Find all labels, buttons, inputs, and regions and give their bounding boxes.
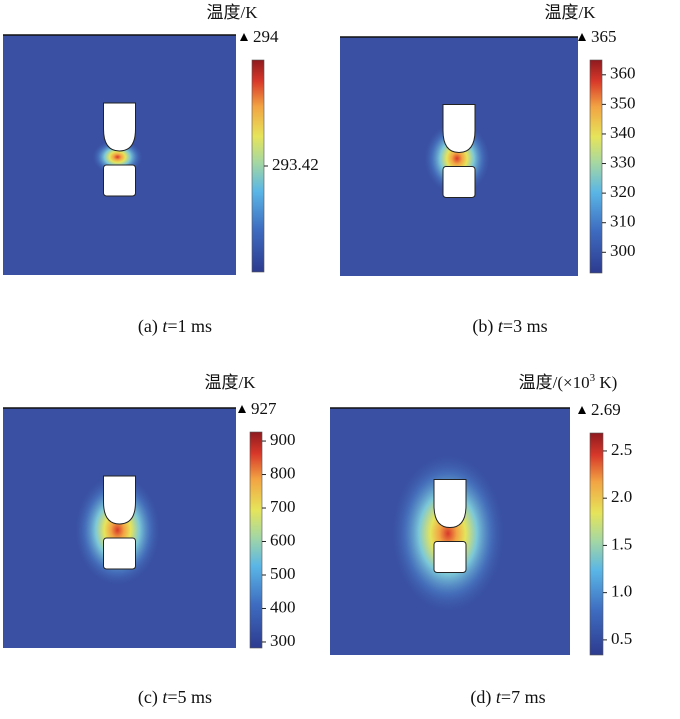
max-label: 927 — [251, 399, 277, 418]
colorbar-tick-label: 900 — [270, 430, 296, 449]
caption-value: =5 ms — [167, 687, 212, 707]
caption: (c) t=5 ms — [138, 687, 212, 708]
colorbar-tick-label: 1.0 — [611, 582, 632, 601]
caption-variable: t — [162, 316, 168, 336]
caption-label: (a) — [138, 316, 162, 337]
colorbar-tick-label: 800 — [270, 463, 296, 482]
caption-label: (c) — [138, 687, 162, 708]
max-label: 365 — [591, 27, 617, 46]
lower-electrode — [103, 164, 136, 197]
max-label: 294 — [253, 27, 279, 46]
colorbar-title-part: 温度/K — [205, 373, 257, 392]
colorbar-tick-label: 320 — [610, 182, 636, 201]
colorbar-title-part: 3 — [590, 372, 596, 384]
max-marker — [240, 33, 248, 41]
colorbar-title: 温度/K — [205, 373, 257, 392]
upper-electrode — [103, 102, 136, 152]
colorbar-title-part: 温度/K — [545, 3, 597, 22]
max-marker — [578, 33, 586, 41]
colorbar — [589, 59, 603, 274]
colorbar-tick-label: 300 — [610, 241, 636, 260]
max-marker — [238, 405, 246, 413]
panel: 293.42 294 温度/K (a) t=1 ms — [3, 3, 319, 337]
colorbar-title-part: 温度/(×10 — [519, 373, 590, 392]
caption-value: =3 ms — [503, 316, 548, 336]
colorbar-title: 温度/K — [545, 3, 597, 22]
colorbar-tick-label: 2.0 — [611, 487, 632, 506]
caption: (d) t=7 ms — [470, 687, 545, 708]
lower-electrode — [103, 537, 136, 570]
colorbar-tick-label: 700 — [270, 497, 296, 516]
colorbar-title-part: K) — [595, 373, 617, 392]
colorbar-tick-label: 300 — [270, 631, 296, 650]
caption-value: =1 ms — [167, 316, 212, 336]
heat-glow — [73, 472, 162, 588]
caption-label: (b) — [472, 316, 498, 337]
colorbar — [251, 59, 265, 273]
caption: (a) t=1 ms — [138, 316, 212, 337]
heat-glow — [390, 452, 506, 615]
colorbar-tick-label: 350 — [610, 93, 636, 112]
colorbar-tick-label: 1.5 — [611, 534, 632, 553]
colorbar — [589, 432, 604, 656]
colorbar-title: 温度/K — [207, 3, 259, 22]
max-label: 2.69 — [591, 400, 621, 419]
colorbar-tick-label: 310 — [610, 212, 636, 231]
colorbar-tick-label: 0.5 — [611, 629, 632, 648]
panel: 900 800 700 600 500 400 300 927 温度/K (c) t=5 ms — [3, 373, 296, 708]
max-marker — [578, 406, 586, 414]
colorbar — [249, 431, 263, 649]
caption-variable: t — [162, 687, 168, 707]
upper-electrode — [103, 475, 136, 525]
lower-electrode — [433, 541, 467, 573]
colorbar-tick-label: 340 — [610, 123, 636, 142]
caption-variable: t — [498, 316, 504, 336]
colorbar-title: 温度/(×103 K) — [519, 372, 618, 392]
caption-variable: t — [496, 687, 502, 707]
colorbar-tick-label: 330 — [610, 152, 636, 171]
colorbar-title-part: 温度/K — [207, 3, 259, 22]
upper-electrode — [433, 479, 467, 529]
colorbar-tick-label: 2.5 — [611, 440, 632, 459]
caption-label: (d) — [470, 687, 496, 708]
upper-electrode — [442, 104, 476, 154]
caption: (b) t=3 ms — [472, 316, 547, 337]
colorbar-tick-label: 293.42 — [272, 155, 319, 174]
colorbar-tick-label: 600 — [270, 530, 296, 549]
colorbar-tick-label: 400 — [270, 597, 296, 616]
caption-value: =7 ms — [501, 687, 546, 707]
lower-electrode — [442, 166, 476, 198]
panel: 360 350 340 330 320 310 300 365 温度/K (b) t=3 ms — [340, 3, 636, 337]
colorbar-tick-label: 360 — [610, 64, 636, 83]
colorbar-tick-label: 500 — [270, 564, 296, 583]
